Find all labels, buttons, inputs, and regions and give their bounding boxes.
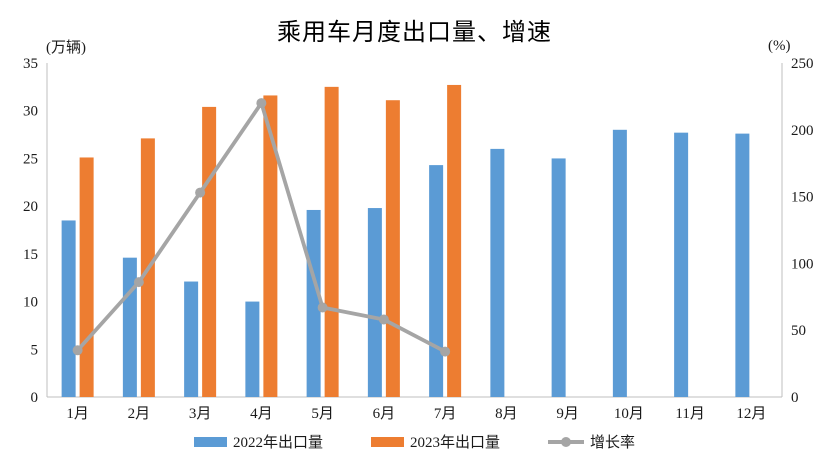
svg-text:12月: 12月 [736,406,766,422]
svg-text:20: 20 [23,199,38,215]
svg-text:200: 200 [791,123,814,139]
svg-text:8月: 8月 [495,406,518,422]
legend-item-2022: 2022年出口量 [193,431,323,452]
svg-text:250: 250 [791,56,814,72]
svg-text:5月: 5月 [311,406,334,422]
svg-text:9月: 9月 [556,406,579,422]
right-axis-unit-label: (%) [768,38,791,54]
svg-text:10月: 10月 [614,406,644,422]
svg-text:0: 0 [31,390,39,406]
legend: 2022年出口量 2023年出口量 增长率 [0,431,829,452]
svg-text:3月: 3月 [189,406,212,422]
legend-item-growth: 增长率 [548,431,635,452]
legend-label-2023: 2023年出口量 [409,435,500,451]
legend-label-2022: 2022年出口量 [232,435,323,451]
svg-text:15: 15 [23,247,38,263]
left-axis-unit-label: (万辆) [46,40,86,56]
legend-item-2023: 2023年出口量 [370,431,500,452]
legend-swatch-2023-bar [370,436,404,447]
svg-text:150: 150 [791,190,814,206]
svg-text:10: 10 [23,295,38,311]
svg-text:50: 50 [791,323,806,339]
svg-text:5: 5 [31,342,39,358]
legend-swatch-2022-bar [193,436,227,447]
svg-text:6月: 6月 [373,406,396,422]
svg-text:7月: 7月 [434,406,457,422]
svg-text:100: 100 [791,256,814,272]
svg-text:35: 35 [23,56,38,72]
legend-growth-line-marker-icon [548,436,584,447]
legend-label-growth: 增长率 [590,435,636,451]
svg-text:4月: 4月 [250,406,273,422]
svg-text:30: 30 [23,104,38,120]
svg-text:0: 0 [791,390,799,406]
svg-text:11月: 11月 [675,406,704,422]
svg-text:2月: 2月 [128,406,151,422]
svg-text:1月: 1月 [66,406,89,422]
svg-text:25: 25 [23,151,38,167]
chart-title: 乘用车月度出口量、增速 [277,20,552,46]
